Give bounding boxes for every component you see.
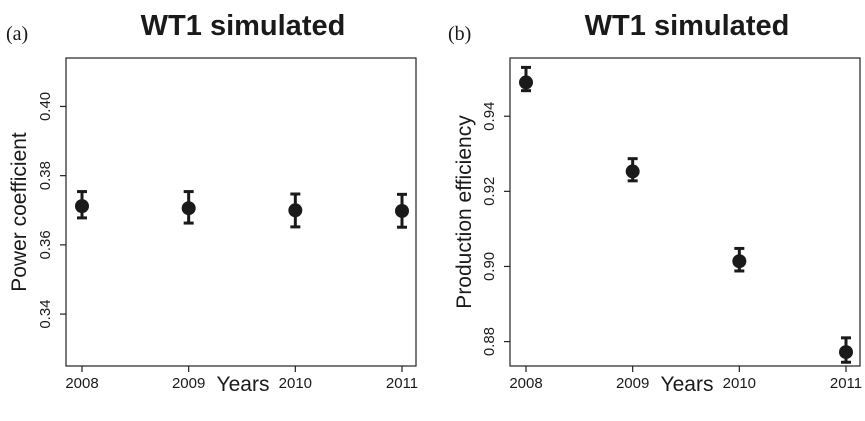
panel-tag: (b) bbox=[448, 23, 471, 45]
panel-tag: (a) bbox=[6, 23, 28, 45]
chart-title: WT1 simulated bbox=[141, 10, 346, 42]
y-tick-label: 0.38 bbox=[37, 161, 54, 190]
data-series bbox=[519, 65, 853, 364]
y-tick-label: 0.92 bbox=[481, 177, 498, 206]
y-axis-label: Power coefficient bbox=[8, 132, 31, 292]
plot-area bbox=[65, 57, 417, 367]
y-axis-label: Production efficiency bbox=[453, 115, 476, 309]
x-axis: 2008 2009 2010 2011 bbox=[509, 366, 862, 392]
x-axis-label: Years bbox=[661, 373, 714, 396]
x-tick-label: 2010 bbox=[723, 375, 756, 392]
x-tick-label: 2008 bbox=[65, 375, 98, 392]
panel-b: (b) WT1 simulated Production efficiency … bbox=[448, 10, 862, 396]
plot-area bbox=[509, 57, 861, 367]
panel-a: (a) WT1 simulated Power coefficient Year… bbox=[6, 10, 418, 396]
y-tick-label: 0.90 bbox=[481, 252, 498, 281]
data-point bbox=[75, 199, 89, 214]
data-point bbox=[732, 254, 747, 269]
data-point bbox=[181, 201, 196, 216]
x-tick-label: 2011 bbox=[386, 375, 418, 392]
y-axis: 0.88 0.90 0.92 0.94 bbox=[481, 102, 510, 356]
y-axis: 0.34 0.36 0.38 0.40 bbox=[37, 92, 66, 329]
data-series bbox=[75, 190, 409, 229]
data-point bbox=[519, 75, 533, 90]
y-tick-label: 0.34 bbox=[37, 299, 54, 328]
x-tick-label: 2010 bbox=[279, 375, 312, 392]
data-point bbox=[395, 203, 409, 218]
x-tick-label: 2009 bbox=[172, 375, 205, 392]
data-point bbox=[625, 164, 640, 179]
y-tick-label: 0.88 bbox=[481, 327, 498, 356]
x-tick-label: 2009 bbox=[616, 375, 649, 392]
y-tick-label: 0.94 bbox=[481, 102, 498, 131]
data-point bbox=[839, 345, 853, 360]
x-tick-label: 2008 bbox=[509, 375, 542, 392]
chart-title: WT1 simulated bbox=[585, 10, 790, 42]
x-axis: 2008 2009 2010 2011 bbox=[65, 366, 418, 392]
x-tick-label: 2011 bbox=[830, 375, 862, 392]
y-tick-label: 0.36 bbox=[37, 230, 54, 259]
x-axis-label: Years bbox=[217, 373, 270, 396]
y-tick-label: 0.40 bbox=[37, 92, 54, 121]
data-point bbox=[288, 203, 303, 218]
